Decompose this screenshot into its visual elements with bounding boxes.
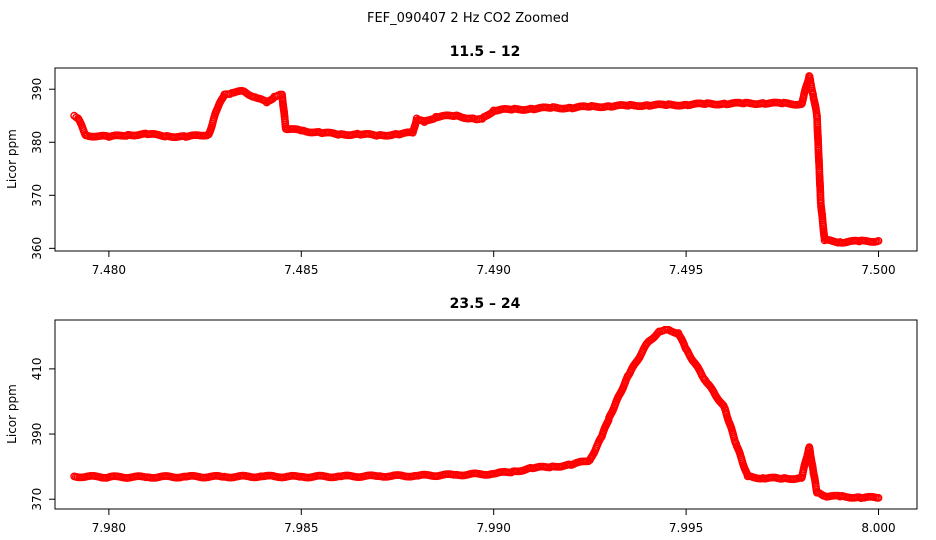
data-point [874, 493, 883, 502]
x-tick-label: 7.990 [477, 521, 511, 535]
y-axis: 370 390 410 [30, 357, 55, 511]
x-axis: 7.480 7.485 7.490 7.495 7.500 [92, 251, 896, 277]
y-tick-label: 360 [30, 237, 44, 260]
y-tick-label: 370 [30, 184, 44, 207]
plot-frame [54, 67, 918, 252]
plot-frame [54, 319, 918, 510]
chart-title: 11.5 – 12 [450, 44, 521, 60]
x-tick-label: 8.000 [861, 521, 895, 535]
x-tick-label: 7.495 [669, 263, 703, 277]
y-tick-label: 380 [30, 131, 44, 154]
x-tick-label: 7.995 [669, 521, 703, 535]
chart-title: 23.5 – 24 [450, 296, 521, 312]
figure-title: FEF_090407 2 Hz CO2 Zoomed [367, 11, 569, 26]
y-axis: 360 370 380 390 [30, 78, 55, 260]
chart-panel-top: 11.5 – 12 Licor ppm 7.480 7.485 7.490 7.495… [5, 44, 918, 277]
y-axis-label: Licor ppm [5, 384, 19, 444]
x-tick-label: 7.490 [477, 263, 511, 277]
x-tick-label: 7.480 [92, 263, 126, 277]
y-axis-label: Licor ppm [5, 129, 19, 189]
x-axis: 7.980 7.985 7.990 7.995 8.000 [92, 509, 896, 535]
y-tick-label: 370 [30, 488, 44, 511]
y-tick-label: 390 [30, 423, 44, 446]
data-point [261, 97, 269, 105]
data-points [70, 72, 883, 247]
data-point [874, 236, 883, 245]
x-tick-label: 7.500 [861, 263, 895, 277]
data-points [70, 325, 883, 502]
x-tick-label: 7.985 [284, 521, 318, 535]
x-tick-label: 7.485 [284, 263, 318, 277]
chart-panel-bottom: 23.5 – 24 Licor ppm 7.980 7.985 7.990 7.995… [5, 296, 918, 535]
y-tick-label: 390 [30, 78, 44, 101]
y-tick-label: 410 [30, 357, 44, 380]
x-tick-label: 7.980 [92, 521, 126, 535]
